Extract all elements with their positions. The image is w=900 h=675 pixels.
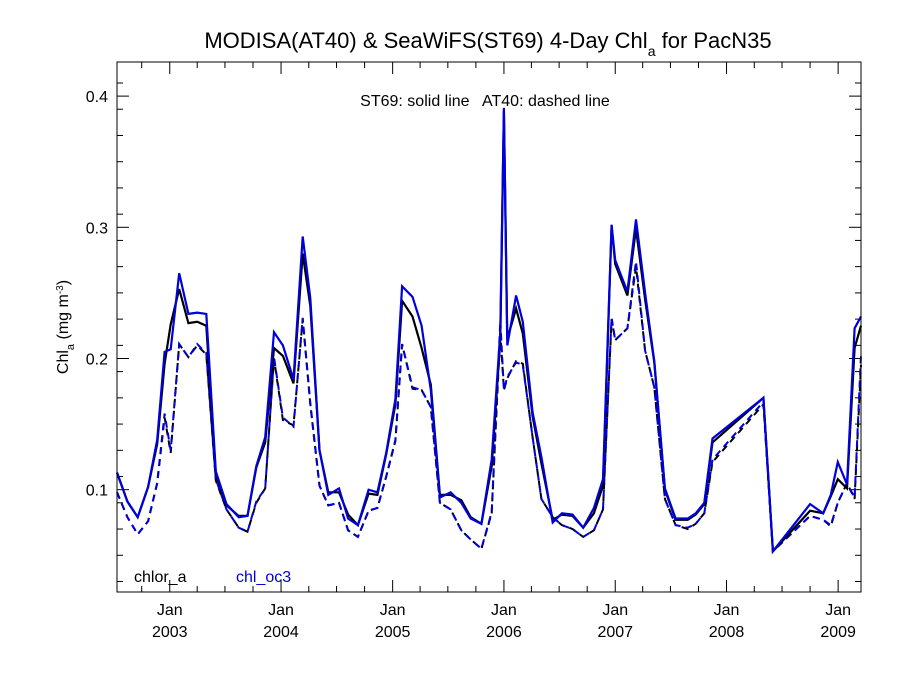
y-tick-label: 0.3 — [86, 220, 108, 237]
x-tick-label-year: 2003 — [152, 624, 188, 641]
y-tick-label: 0.2 — [86, 351, 108, 368]
x-tick-label-month: Jan — [157, 602, 183, 619]
x-tick-label-year: 2009 — [820, 624, 856, 641]
series-line-chl-oc3-solid — [115, 107, 862, 555]
x-tick-label-year: 2008 — [709, 624, 745, 641]
x-tick-label-month: Jan — [602, 602, 628, 619]
axes: 0.1 0.2 0.3 0.4 Jan 2003 Jan 2004 Jan 2005 Jan 2006… — [86, 62, 861, 641]
x-tick-label-year: 2006 — [486, 624, 522, 641]
series-layer — [115, 107, 863, 555]
x-tick-label-year: 2005 — [375, 624, 411, 641]
x-tick-label-year: 2007 — [597, 624, 633, 641]
x-tick-label-month: Jan — [714, 602, 740, 619]
y-axis-label: Chla (mg m-3) — [55, 280, 78, 374]
x-tick-label-month: Jan — [491, 602, 517, 619]
chart-title: MODISA(AT40) & SeaWiFS(ST69) 4-Day Chla … — [204, 28, 771, 59]
x-tick-label-month: Jan — [380, 602, 406, 619]
line-style-annotation: ST69: solid line AT40: dashed line — [360, 93, 610, 110]
legend-chl-oc3: chl_oc3 — [236, 569, 291, 586]
y-tick-label: 0.1 — [86, 483, 108, 500]
series-line-chlor-a-dashed — [116, 266, 862, 554]
plot-frame — [116, 61, 862, 593]
x-tick-label-month: Jan — [825, 602, 851, 619]
x-tick-label-month: Jan — [268, 602, 294, 619]
y-tick-label: 0.4 — [86, 89, 108, 106]
x-tick-label-year: 2004 — [263, 624, 299, 641]
series-line-chl-oc3-dashed — [116, 261, 862, 554]
legend-chlor-a: chlor_a — [134, 569, 187, 586]
